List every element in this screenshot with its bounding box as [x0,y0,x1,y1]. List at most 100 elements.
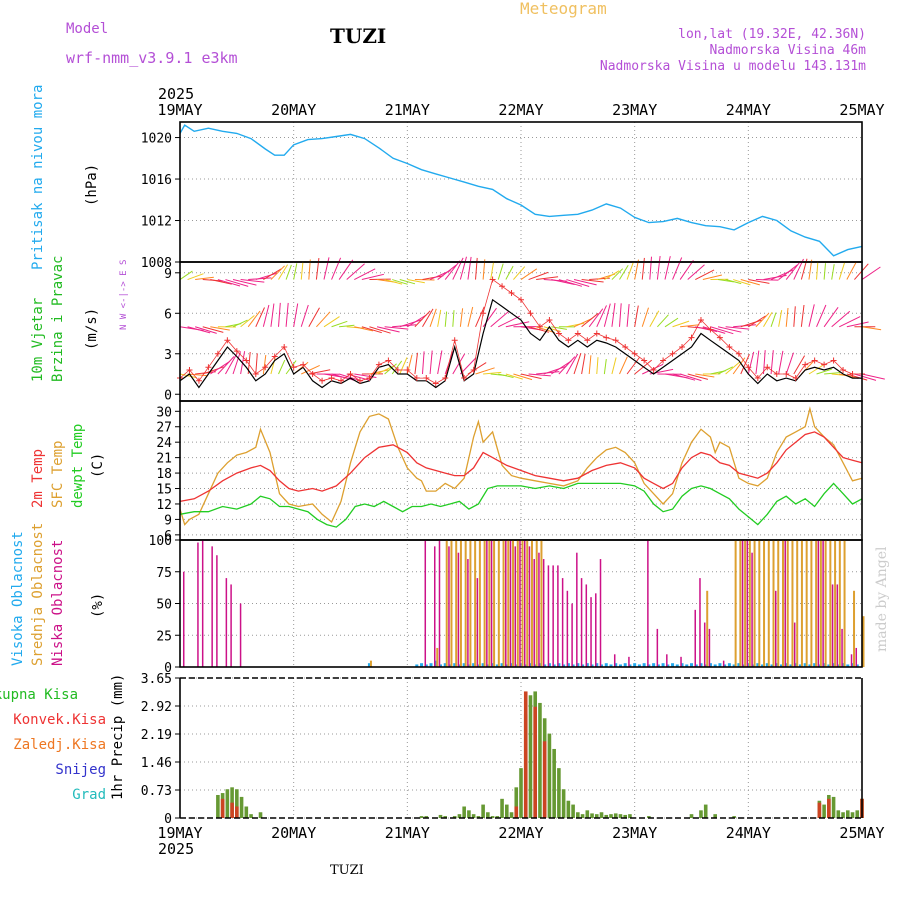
low-cloud-bar [519,540,521,667]
high-cloud-bar [528,663,532,667]
wind-arrow [459,256,467,280]
low-cloud-bar [476,578,479,667]
wind-arrow [657,314,669,328]
precip-total-bar [528,695,533,818]
wind-arrow [421,351,425,375]
low-cloud-bar [448,546,450,667]
wind-arrow [536,326,555,334]
temperature-tick-label: 18 [156,467,172,482]
wind-arrow [467,306,474,327]
high-cloud-bar [505,664,509,667]
precip-total-bar [476,816,481,818]
plot-panels: 1008101210161020036969121518212427300255… [141,121,885,827]
wind-tick-label: 6 [164,307,172,322]
wind-arrow [846,373,868,381]
top-day-label: 25MAY [839,101,884,119]
mid-cloud-bar [744,540,747,667]
wind-arrow [262,355,267,375]
temperature-tick-label: 15 [156,483,172,498]
mid-cloud-bar [459,540,462,667]
wind-arrow [187,273,204,281]
wind-arrow [263,268,282,280]
top-day-label: 24MAY [726,101,771,119]
clouds-tick-label: 50 [156,598,172,613]
high-cloud-bar [690,663,693,667]
mid-cloud-bar [526,540,529,667]
coordinates-label: lon,lat (19.32E, 42.36N) [678,27,866,42]
low-cloud-bar [694,609,696,667]
high-cloud-bar [581,664,585,667]
high-cloud-bar [765,663,769,667]
top-day-label: 19MAY [157,101,202,119]
wind-arrow [301,364,320,375]
wind-arrow [763,311,773,328]
wind-ylabel-a: 10m Vjetar [30,298,46,382]
wind-arrow [680,324,700,328]
low-cloud-bar [585,584,588,667]
mid-cloud-bar [810,540,813,667]
precip-total-bar [628,814,632,818]
station-title: TUZI [330,24,386,48]
dewpoint-line [179,482,863,528]
wind-arrow [483,371,502,375]
wind-arrow [641,257,645,280]
precip-total-bar [216,794,220,818]
high-cloud-bar [694,664,698,667]
wind-arrow [202,326,224,333]
precip-total-bar [836,810,841,818]
low-cloud-bar [680,656,682,667]
high-cloud-bar [438,664,442,667]
wind-arrow [232,319,248,328]
low-cloud-bar [590,597,592,667]
high-cloud-bar [434,660,438,667]
top-day-label: 23MAY [612,101,657,119]
temp-ylabel-c: dewpt Temp [70,424,86,508]
low-cloud-bar [486,540,488,667]
temp-ylabel-b: SFC Temp [50,441,66,508]
precip-total-bar [235,789,239,818]
pressure-line [179,124,863,257]
wind-arrow [285,302,289,327]
precip-total-bar [244,806,249,818]
high-cloud-bar [817,664,821,667]
wind-arrow [505,321,530,328]
precip-convective-bar [827,798,831,818]
mid-cloud-bar [758,540,761,667]
wind-arrow [195,276,214,281]
wind-arrow [581,312,599,328]
precip-legend: Ukupna Kisa Konvek.Kisa Zaledj.Kisa Snijeg G… [0,687,106,803]
precip-total-bar [699,810,703,818]
wind-arrow [339,324,355,328]
wind-arrow [596,305,607,327]
wind-arrow [391,360,403,375]
high-cloud-bar [851,663,855,667]
precip-total-bar [576,812,580,818]
mid-cloud-bar [834,540,837,667]
wind-arrow [247,310,261,328]
top-day-label: 22MAY [498,101,543,119]
wind-arrow [225,279,249,287]
precip-total-bar [514,787,519,818]
high-cloud-bar [618,664,622,667]
high-cloud-bar [642,663,646,667]
low-cloud-bar [438,540,441,667]
wind-speed-line [179,298,862,389]
precip-total-bar [419,816,424,818]
high-cloud-bar [486,664,490,667]
precip-total-bar [249,814,253,818]
low-cloud-bar [613,654,616,667]
precip-convective-bar [542,741,547,818]
high-cloud-bar [367,663,371,667]
wind-arrow [422,308,434,328]
wind-arrow [323,257,330,280]
precip-total-bar [618,814,623,818]
mid-cloud-bar [512,540,515,667]
wind-arrow [816,368,832,375]
wind-arrow [800,304,805,327]
wind-arrow [323,316,340,328]
high-cloud-bar [576,663,580,667]
precip-convective-bar [220,798,225,818]
bottom-day-label: 25MAY [839,824,884,842]
high-cloud-bar [770,664,774,667]
wind-arrow [285,264,292,280]
